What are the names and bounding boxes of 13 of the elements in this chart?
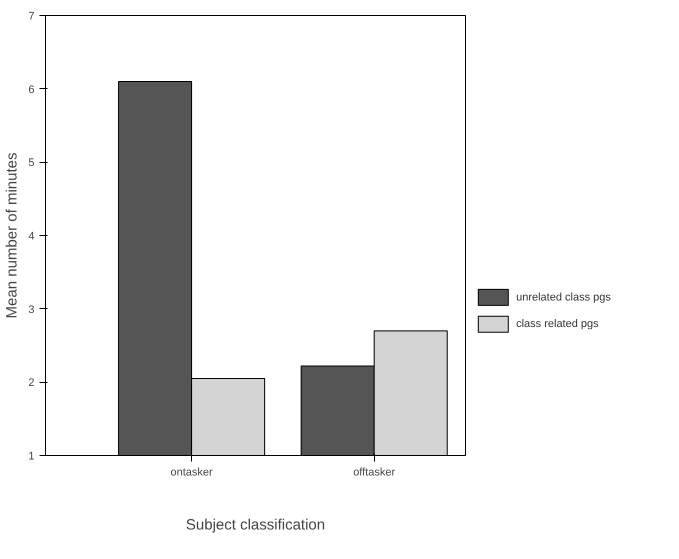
legend-label: unrelated class pgs <box>516 291 612 304</box>
y-tick-label: 5 <box>28 157 35 170</box>
y-tick-label: 2 <box>28 377 35 390</box>
y-tick-label: 4 <box>28 230 35 242</box>
x-axis-title: Subject classification <box>186 516 326 534</box>
legend-label: class related pgs <box>516 318 600 330</box>
y-axis-title: Mean number of minutes <box>3 152 20 318</box>
y-tick-label: 7 <box>28 10 35 22</box>
x-tick-label: offtasker <box>353 466 396 478</box>
y-tick-label: 1 <box>28 450 35 462</box>
y-tick-label: 6 <box>28 84 35 96</box>
x-tick-label: ontasker <box>170 466 214 478</box>
y-tick-label: 3 <box>28 304 35 316</box>
